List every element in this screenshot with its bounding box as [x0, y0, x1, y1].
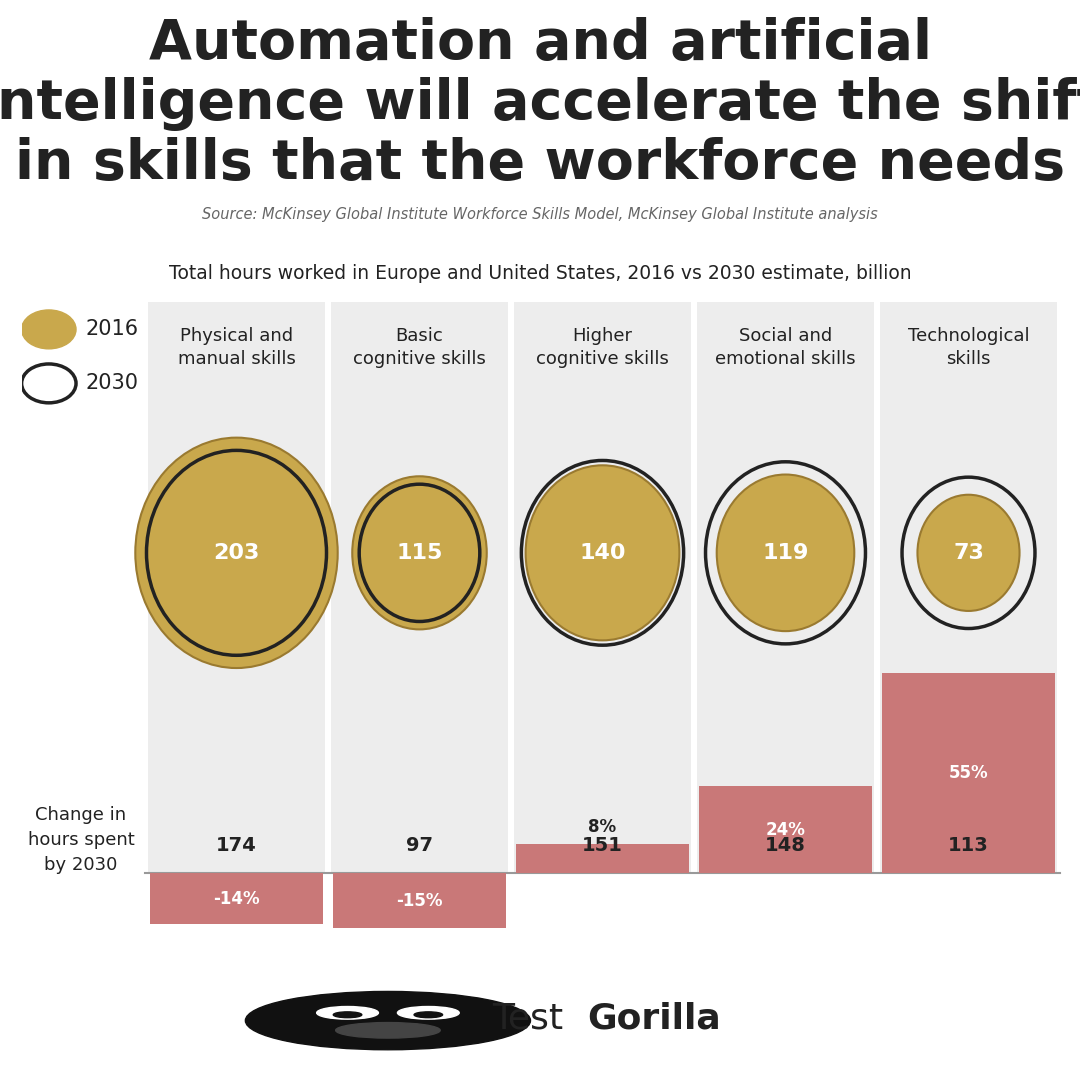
Text: 115: 115: [396, 543, 443, 563]
Text: 2030: 2030: [85, 374, 138, 393]
Text: Source: McKinsey Global Institute Workforce Skills Model, McKinsey Global Instit: Source: McKinsey Global Institute Workfo…: [202, 207, 878, 222]
Bar: [882, 673, 1055, 874]
Ellipse shape: [526, 465, 679, 640]
Bar: [150, 874, 323, 924]
Text: Gorilla: Gorilla: [588, 1001, 721, 1036]
Text: Change in
hours spent
by 2030: Change in hours spent by 2030: [28, 806, 134, 874]
Circle shape: [22, 310, 76, 349]
Text: 8%: 8%: [589, 819, 617, 836]
Bar: [516, 845, 689, 874]
Circle shape: [397, 1007, 459, 1020]
FancyBboxPatch shape: [148, 302, 325, 874]
Text: 2016: 2016: [85, 320, 138, 339]
Ellipse shape: [135, 437, 338, 669]
Bar: [333, 874, 507, 928]
Text: 151: 151: [582, 836, 623, 855]
Text: 73: 73: [953, 543, 984, 563]
Text: Physical and
manual skills: Physical and manual skills: [177, 327, 296, 367]
Text: 140: 140: [579, 543, 625, 563]
Text: Social and
emotional skills: Social and emotional skills: [715, 327, 855, 367]
Text: Higher
cognitive skills: Higher cognitive skills: [536, 327, 669, 367]
Text: -15%: -15%: [396, 892, 443, 909]
Text: 119: 119: [762, 543, 809, 563]
Text: 55%: 55%: [948, 765, 988, 782]
Circle shape: [334, 1012, 362, 1017]
Circle shape: [414, 1012, 443, 1017]
FancyBboxPatch shape: [330, 302, 508, 874]
Text: Total hours worked in Europe and United States, 2016 vs 2030 estimate, billion: Total hours worked in Europe and United …: [168, 264, 912, 283]
Ellipse shape: [918, 495, 1020, 611]
Circle shape: [245, 991, 530, 1050]
Text: Basic
cognitive skills: Basic cognitive skills: [353, 327, 486, 367]
Ellipse shape: [336, 1023, 441, 1038]
Text: 148: 148: [765, 836, 806, 855]
Text: Test: Test: [492, 1001, 564, 1036]
Text: 24%: 24%: [766, 821, 806, 839]
FancyBboxPatch shape: [880, 302, 1057, 874]
Text: Automation and artificial
intelligence will accelerate the shift
in skills that : Automation and artificial intelligence w…: [0, 16, 1080, 191]
Ellipse shape: [717, 474, 854, 631]
Text: Technological
skills: Technological skills: [907, 327, 1029, 367]
Text: 97: 97: [406, 836, 433, 855]
Text: 203: 203: [214, 543, 259, 563]
Bar: [699, 786, 872, 874]
Text: 113: 113: [948, 836, 989, 855]
FancyBboxPatch shape: [514, 302, 691, 874]
Ellipse shape: [352, 476, 487, 630]
Text: 174: 174: [216, 836, 257, 855]
FancyBboxPatch shape: [697, 302, 874, 874]
Text: -14%: -14%: [213, 890, 260, 908]
Circle shape: [316, 1007, 378, 1020]
